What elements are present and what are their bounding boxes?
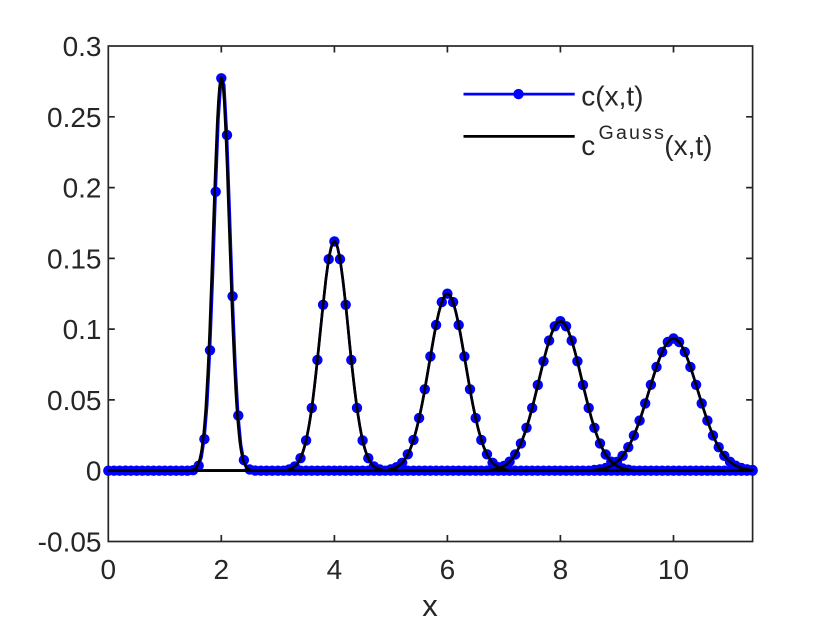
svg-text:0.3: 0.3 [63, 31, 102, 62]
svg-text:Gauss: Gauss [599, 122, 667, 144]
svg-text:8: 8 [553, 554, 569, 585]
svg-text:(x,t): (x,t) [664, 130, 712, 161]
svg-text:10: 10 [658, 554, 689, 585]
svg-text:0: 0 [86, 456, 102, 487]
svg-text:6: 6 [440, 554, 456, 585]
svg-text:c: c [581, 130, 595, 161]
svg-text:0: 0 [101, 554, 117, 585]
svg-text:4: 4 [327, 554, 343, 585]
svg-text:x: x [422, 588, 438, 622]
svg-text:0.1: 0.1 [63, 314, 102, 345]
svg-text:-0.05: -0.05 [38, 527, 102, 558]
svg-text:0.05: 0.05 [47, 385, 102, 416]
svg-text:0.15: 0.15 [47, 243, 102, 274]
svg-text:c(x,t): c(x,t) [581, 80, 643, 111]
svg-text:2: 2 [214, 554, 230, 585]
svg-text:0.2: 0.2 [63, 173, 102, 204]
svg-text:0.25: 0.25 [47, 102, 102, 133]
